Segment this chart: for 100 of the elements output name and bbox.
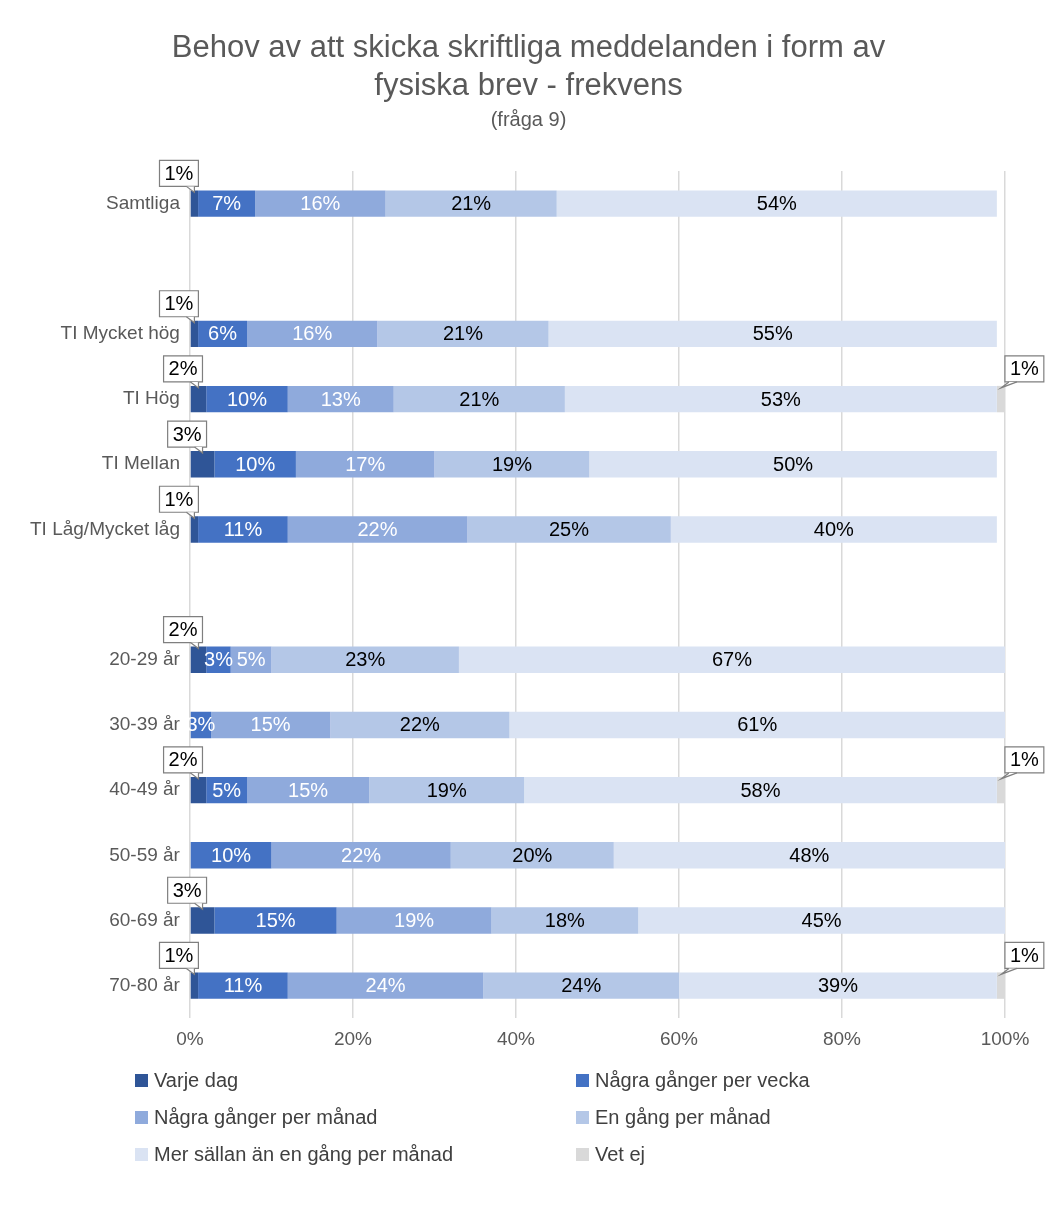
- legend-label: Varje dag: [154, 1069, 239, 1092]
- data-label: 50%: [773, 452, 814, 475]
- y-tick-label: TI Låg/Mycket låg: [30, 517, 180, 539]
- data-label: 22%: [341, 843, 382, 866]
- data-label: 20%: [512, 843, 553, 866]
- chart-subtitle: (fråga 9): [489, 108, 568, 131]
- bar: [377, 320, 549, 348]
- data-label: 39%: [817, 974, 859, 997]
- bar: [198, 972, 288, 999]
- y-tick-label: 60-69 år: [109, 908, 181, 930]
- data-label: 18%: [544, 908, 586, 931]
- data-label: 19%: [394, 908, 435, 931]
- data-label: 15%: [250, 713, 291, 736]
- x-tick-label: 0%: [176, 1027, 204, 1049]
- data-label: 2%: [168, 357, 198, 380]
- data-label: 17%: [345, 452, 386, 475]
- y-tick-label: 30-39 år: [109, 713, 181, 735]
- bar: [564, 385, 997, 413]
- data-label: 5%: [236, 648, 266, 671]
- data-label: 21%: [442, 322, 484, 345]
- y-tick-label: 70-80 år: [109, 973, 181, 995]
- data-label: 1%: [164, 943, 194, 966]
- bar: [330, 711, 510, 739]
- data-label: 2%: [168, 618, 198, 641]
- data-label: 55%: [752, 322, 793, 345]
- bar: [287, 972, 484, 999]
- bar: [589, 451, 997, 478]
- data-label: 53%: [760, 387, 802, 410]
- bar: [393, 385, 565, 413]
- y-tick-label: 40-49 år: [109, 778, 181, 800]
- data-label: 1%: [164, 487, 194, 510]
- data-label: 48%: [789, 843, 830, 866]
- data-label: 22%: [399, 713, 441, 736]
- data-label: 19%: [426, 778, 467, 801]
- data-label: 11%: [223, 517, 263, 540]
- bar: [450, 842, 614, 869]
- data-label: 15%: [288, 778, 329, 801]
- data-label: 6%: [208, 322, 238, 345]
- y-tick-label: TI Mellan: [101, 452, 180, 474]
- data-label: 11%: [223, 974, 263, 997]
- bar: [295, 451, 435, 478]
- chart-title: Behov av att skicka skriftliga meddelanden i form av fysiska brev - frekvens: [170, 28, 887, 104]
- data-label: 24%: [365, 974, 406, 997]
- bar: [509, 711, 1005, 739]
- data-label: 7%: [212, 192, 242, 215]
- data-label: 3%: [204, 648, 234, 671]
- bar: [271, 842, 451, 869]
- bar: [491, 907, 639, 934]
- data-label: 23%: [345, 648, 386, 671]
- bar: [214, 907, 337, 934]
- data-label: 25%: [548, 517, 590, 540]
- x-tick-label: 80%: [822, 1027, 862, 1049]
- bar: [524, 776, 997, 804]
- data-label: 1%: [164, 292, 194, 315]
- data-label: 19%: [491, 452, 533, 475]
- y-tick-label: TI Hög: [122, 387, 180, 409]
- x-tick-label: 100%: [980, 1027, 1030, 1049]
- data-label: 10%: [226, 387, 268, 410]
- bar: [247, 320, 378, 348]
- bar: [190, 451, 215, 478]
- data-label: 1%: [1009, 748, 1040, 771]
- data-label: 10%: [235, 452, 276, 475]
- bar: [271, 646, 459, 673]
- bar: [458, 646, 1005, 673]
- bar: [385, 190, 557, 217]
- bar: [190, 907, 215, 934]
- data-label: 21%: [451, 192, 492, 215]
- data-label: 10%: [211, 843, 252, 866]
- bar: [638, 907, 1005, 934]
- legend-label: En gång per månad: [595, 1106, 771, 1129]
- bar: [336, 907, 492, 934]
- data-label: 21%: [459, 387, 500, 410]
- bar: [556, 190, 997, 217]
- bar: [548, 320, 997, 348]
- y-tick-label: 50-59 år: [109, 843, 181, 865]
- bar: [613, 842, 1005, 869]
- legend-label: Mer sällan än en gång per månad: [154, 1143, 454, 1166]
- legend-label: Några gånger per månad: [154, 1106, 378, 1129]
- data-label: 5%: [212, 778, 242, 801]
- x-tick-label: 60%: [659, 1027, 699, 1049]
- data-label: 1%: [164, 161, 194, 184]
- legend-label: Vet ej: [595, 1143, 646, 1166]
- data-label: 40%: [813, 517, 855, 540]
- bar: [670, 516, 997, 543]
- bar: [198, 516, 288, 543]
- y-tick-label: TI Mycket hög: [60, 322, 180, 344]
- x-tick-label: 40%: [496, 1027, 536, 1049]
- data-label: 3%: [172, 422, 202, 445]
- x-tick-label: 20%: [333, 1027, 373, 1049]
- bar: [678, 972, 997, 999]
- data-label: 61%: [737, 713, 778, 736]
- bar: [255, 190, 386, 217]
- data-label: 15%: [255, 908, 296, 931]
- legend-label: Några gånger per vecka: [595, 1069, 810, 1092]
- data-label: 54%: [756, 192, 798, 215]
- bar: [369, 776, 525, 804]
- data-label: 58%: [740, 778, 781, 801]
- data-label: 16%: [292, 322, 333, 345]
- data-label: 13%: [320, 387, 361, 410]
- data-label: 67%: [711, 648, 753, 671]
